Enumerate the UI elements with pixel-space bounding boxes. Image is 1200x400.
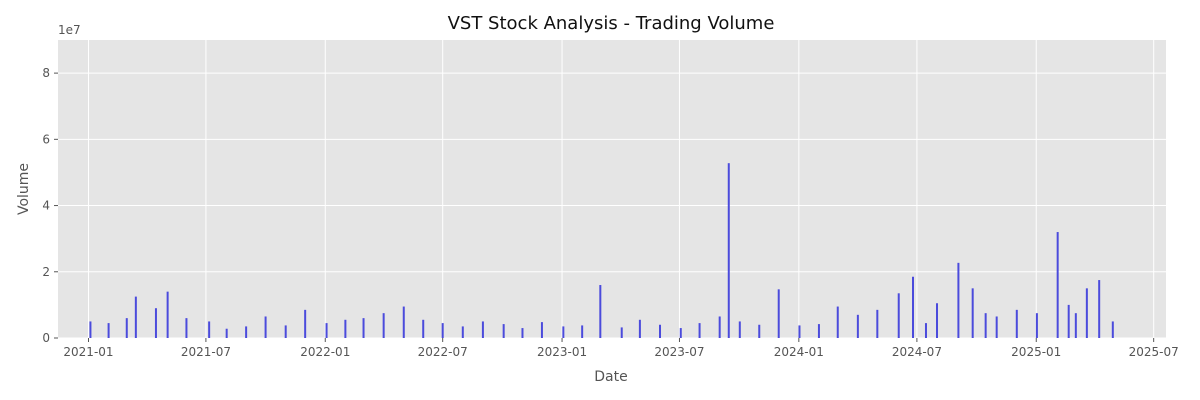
y-offset-label: 1e7: [58, 23, 81, 37]
volume-bar: [1111, 321, 1114, 338]
volume-bar: [638, 319, 641, 338]
volume-bar: [936, 303, 939, 338]
x-tick-label: 2023-01: [537, 345, 587, 359]
y-tick-label: 4: [42, 199, 50, 213]
grid-lines: [58, 40, 1166, 339]
volume-bar: [208, 321, 211, 338]
volume-bar: [798, 325, 801, 338]
volume-bar: [481, 321, 484, 338]
volume-bar: [817, 324, 820, 338]
volume-bar: [912, 276, 915, 338]
x-tick-label: 2024-07: [892, 345, 942, 359]
y-axis-ticks: 0 2 4 6 8: [42, 66, 58, 345]
x-tick-label: 2021-01: [63, 345, 113, 359]
volume-bars: [89, 163, 1114, 338]
volume-bar: [502, 324, 505, 338]
volume-bar: [107, 323, 110, 338]
y-axis-label: Volume: [16, 163, 32, 215]
volume-bar: [718, 316, 721, 338]
volume-bar: [1056, 232, 1059, 338]
volume-bar: [264, 316, 267, 338]
volume-bar: [1067, 304, 1070, 338]
volume-bar: [897, 293, 900, 338]
x-tick-label: 2025-07: [1129, 345, 1179, 359]
volume-bar: [984, 313, 987, 338]
volume-bar: [599, 285, 602, 338]
volume-bar: [924, 323, 927, 338]
volume-bar: [245, 326, 248, 338]
volume-bar: [521, 328, 524, 338]
volume-bar: [225, 328, 228, 338]
volume-bar: [1098, 280, 1101, 338]
y-tick-label: 0: [42, 331, 50, 345]
volume-bar: [325, 323, 328, 338]
volume-bar: [185, 318, 188, 338]
x-tick-label: 2021-07: [181, 345, 231, 359]
chart-title: VST Stock Analysis - Trading Volume: [448, 13, 775, 34]
volume-bar: [581, 325, 584, 338]
volume-bar: [856, 314, 859, 338]
volume-bar: [836, 306, 839, 338]
volume-bar: [738, 321, 741, 338]
x-axis-ticks: 2021-01 2021-07 2022-01 2022-07 2023-01 2023-…: [63, 338, 1179, 359]
volume-bar: [441, 323, 444, 338]
volume-bar: [382, 313, 385, 338]
y-tick-label: 2: [42, 265, 50, 279]
volume-bar: [422, 319, 425, 338]
volume-bar: [620, 327, 623, 338]
volume-bar: [1074, 313, 1077, 338]
volume-bar: [362, 318, 365, 338]
volume-bar: [461, 326, 464, 338]
volume-bar: [134, 296, 137, 338]
volume-bar: [971, 288, 974, 338]
volume-bar: [727, 163, 730, 338]
plot-background: [58, 40, 1166, 338]
volume-bar: [284, 325, 287, 338]
x-axis-label: Date: [594, 369, 627, 385]
y-tick-label: 8: [42, 66, 50, 80]
x-tick-label: 2022-07: [418, 345, 468, 359]
x-tick-label: 2022-01: [300, 345, 350, 359]
volume-bar: [698, 323, 701, 338]
volume-bar: [154, 308, 157, 338]
volume-bar: [679, 328, 682, 338]
volume-bar: [125, 318, 128, 338]
volume-bar: [402, 306, 405, 338]
volume-bar: [758, 324, 761, 338]
x-tick-label: 2023-07: [654, 345, 704, 359]
y-tick-label: 6: [42, 132, 50, 146]
x-tick-label: 2024-01: [774, 345, 824, 359]
volume-bar: [777, 289, 780, 338]
volume-bar: [562, 326, 565, 338]
volume-bar: [1015, 309, 1018, 338]
volume-bar: [89, 321, 92, 338]
volume-bar: [995, 316, 998, 338]
volume-bar: [344, 319, 347, 338]
volume-bar: [1085, 288, 1088, 338]
volume-bar: [166, 291, 169, 338]
volume-bar: [957, 262, 960, 338]
volume-bar: [659, 324, 662, 338]
x-tick-label: 2025-01: [1011, 345, 1061, 359]
volume-bar: [304, 309, 307, 338]
volume-bar: [1035, 313, 1038, 338]
volume-bar: [876, 309, 879, 338]
volume-bar: [540, 322, 543, 338]
